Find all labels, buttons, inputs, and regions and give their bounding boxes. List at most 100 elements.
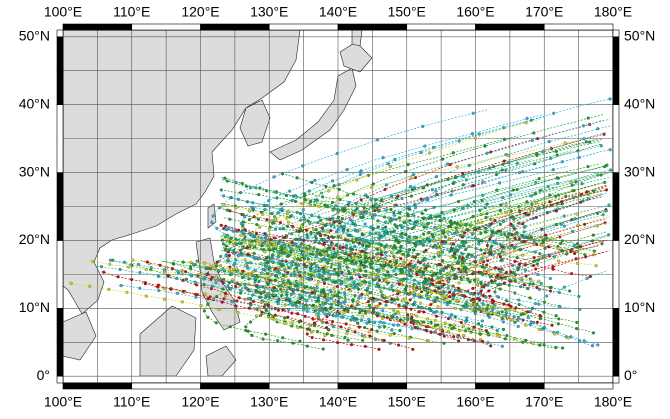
track-point: [272, 175, 276, 179]
track-point: [461, 183, 465, 187]
track-point: [305, 306, 309, 310]
track-point: [329, 243, 333, 247]
storm-track: [244, 237, 559, 350]
track-point: [537, 177, 541, 181]
track-point: [212, 266, 217, 270]
track-point: [411, 173, 415, 177]
track-point: [341, 227, 345, 232]
track-point: [496, 295, 500, 299]
track-point: [462, 266, 466, 270]
track-point: [339, 256, 343, 260]
track-point: [376, 138, 380, 142]
track-point: [600, 242, 604, 246]
track-point: [395, 196, 399, 200]
track-point: [358, 259, 363, 263]
track-point: [303, 314, 307, 318]
track-point: [235, 267, 239, 271]
track-point: [543, 246, 547, 250]
track-point: [537, 302, 541, 306]
track-point: [323, 292, 327, 296]
track-point: [241, 220, 246, 224]
track-point: [521, 170, 525, 174]
track-point: [353, 283, 357, 287]
track-point: [258, 225, 262, 229]
storm-track: [405, 222, 606, 347]
track-point: [586, 192, 591, 196]
track-point: [491, 307, 495, 311]
track-point: [586, 165, 590, 169]
track-point: [312, 295, 317, 299]
track-point: [481, 302, 485, 306]
track-point: [417, 310, 421, 314]
track-point: [560, 249, 565, 253]
track-point: [551, 267, 555, 271]
track-point: [507, 232, 511, 236]
track-point: [494, 172, 499, 177]
track-point: [376, 270, 380, 274]
track-point: [255, 223, 259, 227]
track-point: [456, 260, 461, 265]
track-point: [351, 315, 355, 319]
track-point: [384, 208, 388, 212]
lat-label-left: 20°N: [19, 231, 50, 247]
track-point: [325, 332, 329, 336]
track-point: [353, 223, 358, 227]
track-point: [345, 168, 349, 172]
track-point: [308, 328, 312, 332]
track-point: [289, 250, 293, 254]
track-point: [577, 294, 581, 299]
track-point: [298, 280, 302, 284]
track-point: [340, 280, 344, 284]
track-point: [454, 306, 458, 310]
track-point: [526, 310, 530, 314]
track-point: [422, 310, 426, 314]
track-point: [540, 227, 544, 231]
track-point: [464, 247, 468, 252]
track-point: [557, 317, 561, 321]
track-point: [453, 247, 457, 251]
storm-track: [313, 198, 578, 245]
track-point: [432, 145, 436, 149]
frame-bar: [612, 172, 620, 241]
storm-track: [251, 139, 581, 254]
track-point: [228, 240, 232, 244]
track-point: [554, 149, 558, 153]
track-point: [379, 199, 383, 203]
track-point: [413, 325, 417, 330]
track-point: [348, 218, 352, 222]
track-point: [382, 215, 386, 219]
track-point: [405, 292, 409, 296]
lon-label-bottom: 120°E: [181, 394, 219, 410]
track-point: [227, 253, 231, 257]
track-point: [216, 278, 220, 282]
track-point: [302, 192, 306, 196]
lon-label-top: 100°E: [44, 4, 82, 20]
track-point: [342, 311, 346, 315]
track-point: [351, 256, 355, 260]
track-point: [557, 259, 561, 263]
track-point: [293, 194, 298, 198]
track-point: [529, 118, 533, 122]
track-point: [407, 205, 411, 209]
track-point: [483, 205, 487, 210]
track-point: [335, 251, 339, 255]
track-point: [478, 259, 483, 264]
track-point: [510, 243, 514, 247]
track-point: [276, 265, 280, 269]
track-point: [234, 304, 238, 308]
track-point: [539, 281, 543, 286]
track-point: [206, 297, 210, 301]
track-point: [525, 116, 529, 121]
track-point: [308, 203, 312, 208]
track-point: [336, 341, 340, 345]
frame-bar: [56, 29, 64, 38]
track-point: [517, 262, 522, 266]
track-point: [463, 294, 467, 298]
track-point: [591, 233, 595, 237]
track-point: [355, 207, 359, 211]
track-point: [446, 162, 450, 166]
track-point: [592, 189, 596, 193]
track-point: [437, 225, 441, 229]
track-point: [371, 182, 375, 186]
track-point: [337, 270, 341, 274]
